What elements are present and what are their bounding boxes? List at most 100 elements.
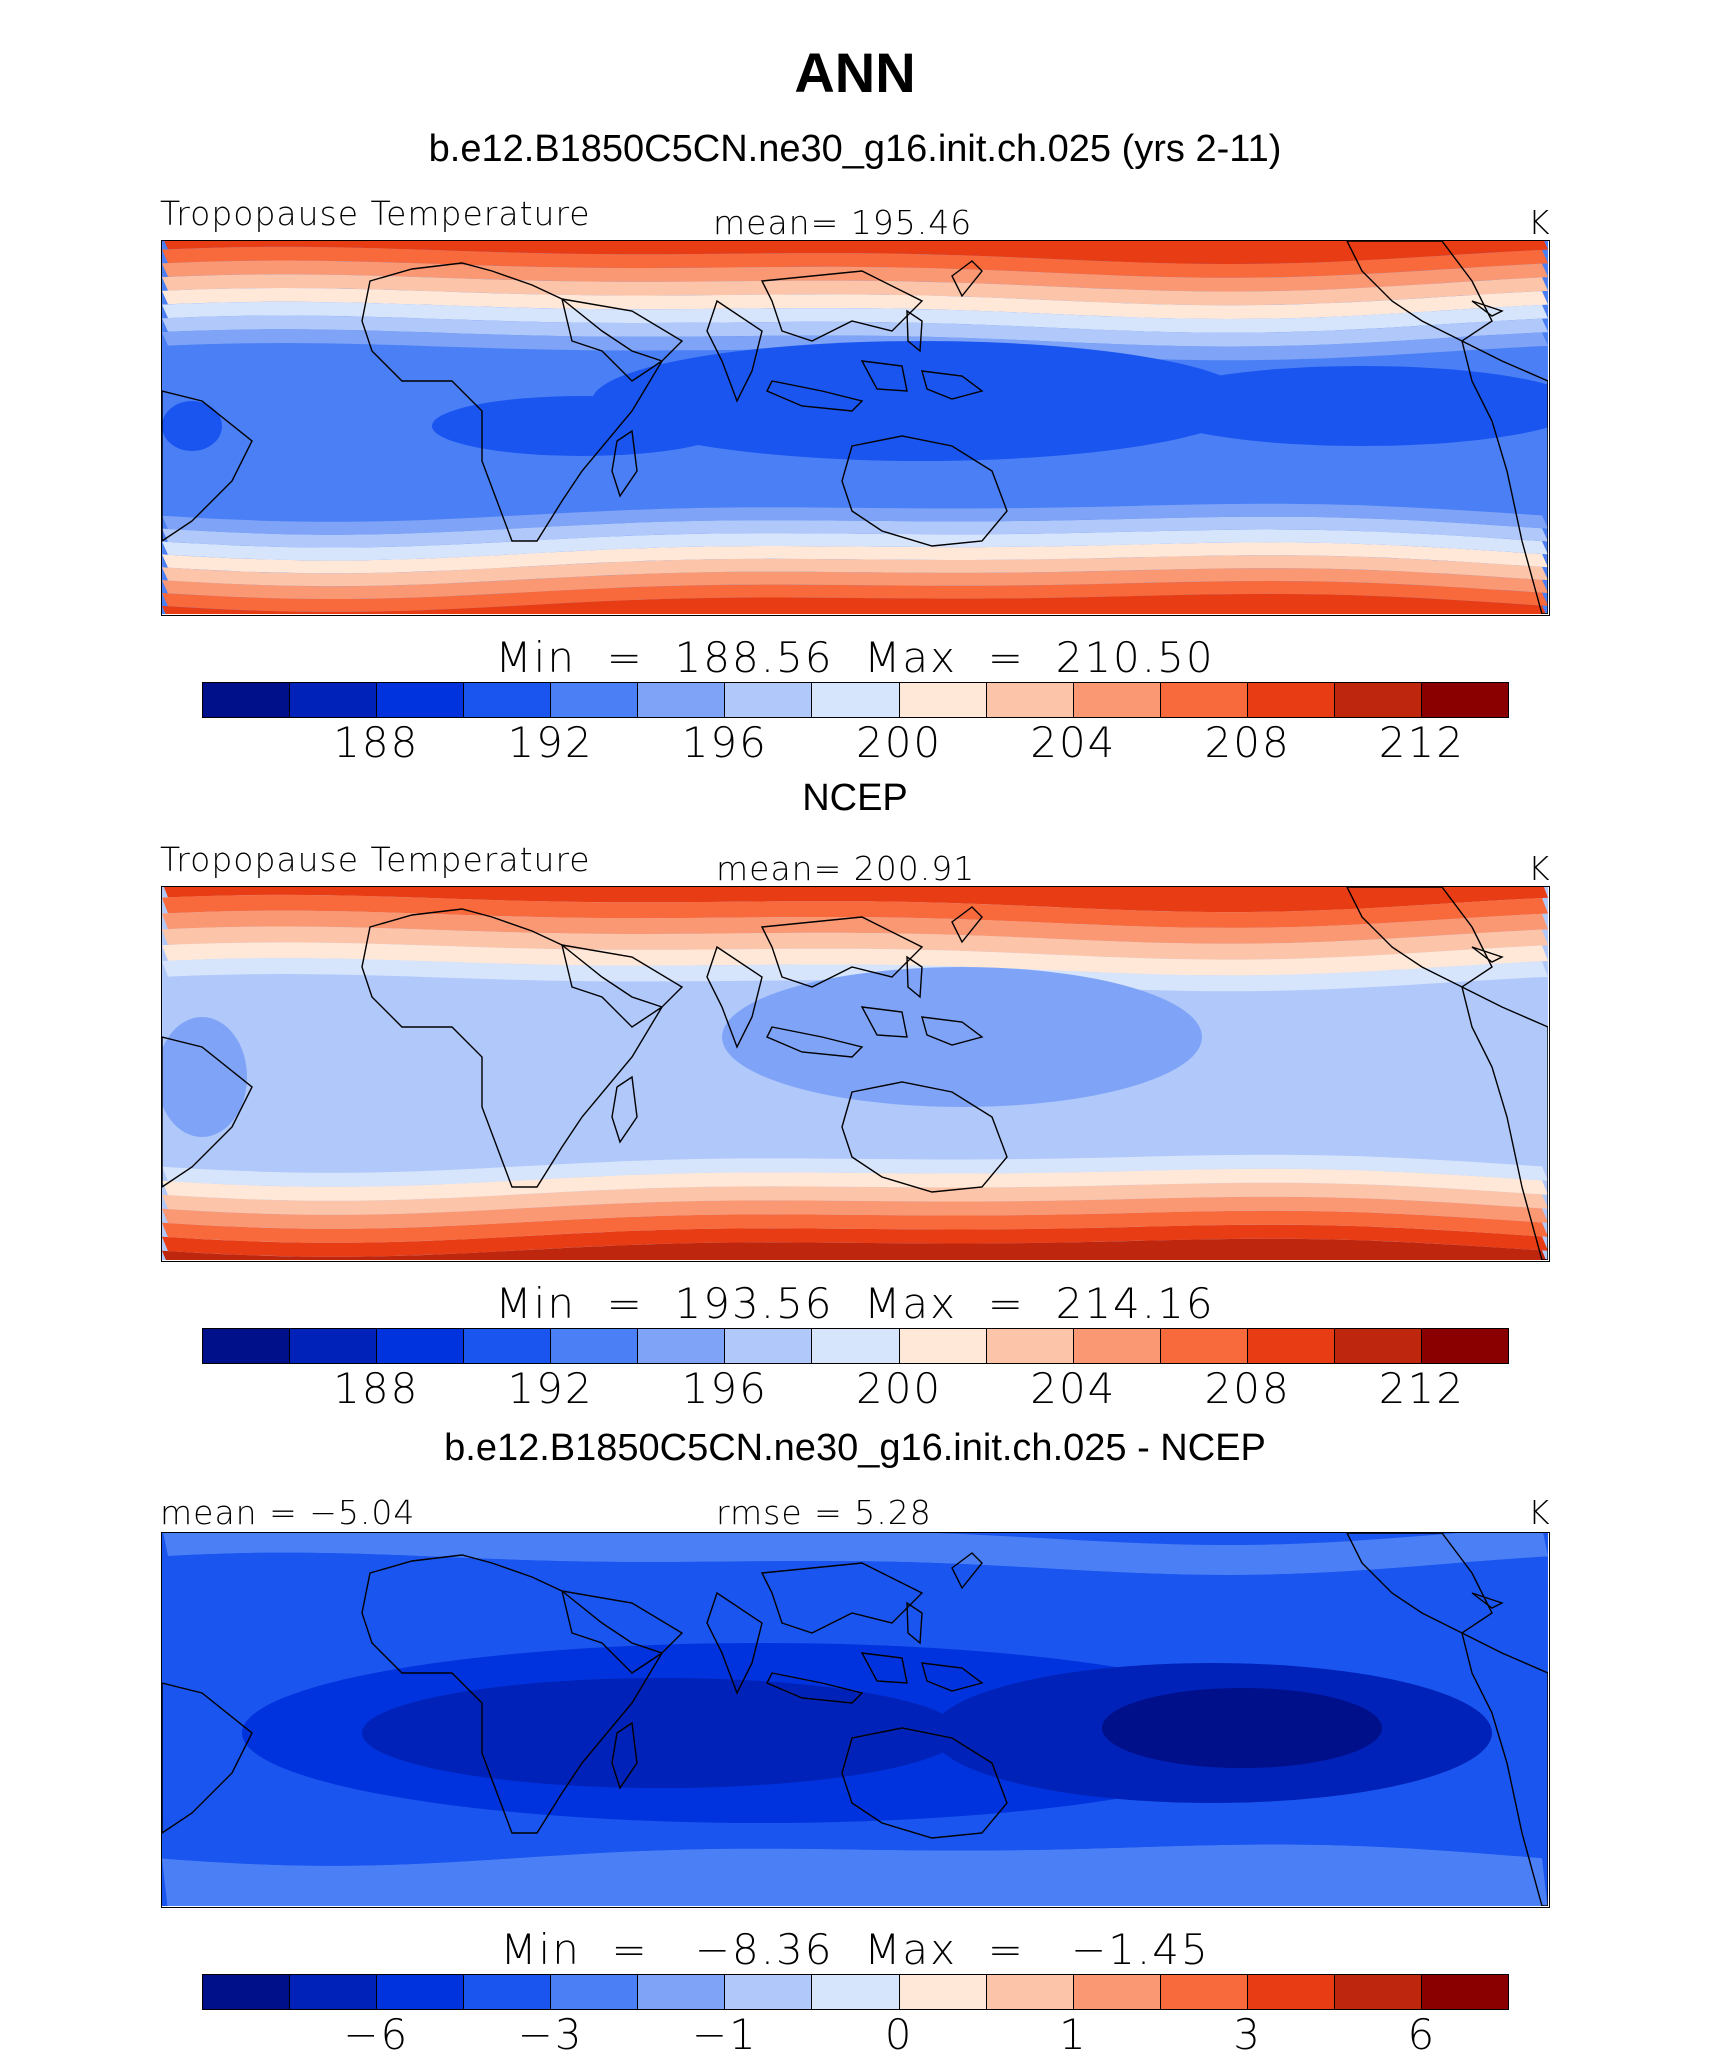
colorbar-swatch <box>725 1975 813 2009</box>
contour-band-north <box>162 246 1548 278</box>
colorbar-tick-label: 0 <box>884 2010 914 2059</box>
coastline <box>1460 985 1548 1260</box>
coastline <box>561 1590 684 1654</box>
coastline <box>561 298 684 362</box>
colorbar-swatch <box>1334 1975 1422 2009</box>
contour-band-north <box>163 1533 1548 1575</box>
contour-band-north <box>162 301 1548 333</box>
colorbar-swatch <box>464 1975 552 2009</box>
panel-2-variable-label: Tropopause Temperature <box>160 840 591 879</box>
colorbar-swatch <box>1421 683 1508 717</box>
colorbar-swatch <box>203 1329 291 1363</box>
coastline <box>361 908 663 1188</box>
colorbar-tick-label: 188 <box>333 1364 420 1413</box>
colorbar-swatch <box>812 1329 900 1363</box>
coastline <box>760 916 924 988</box>
contour-band-north <box>162 288 1548 319</box>
coastline <box>611 429 638 498</box>
colorbar-swatch <box>1247 1975 1335 2009</box>
colorbar-tick-label: 212 <box>1378 718 1465 767</box>
colorbar-swatch <box>1073 1329 1161 1363</box>
coastline <box>1471 1592 1504 1609</box>
colorbar-tick-label: 196 <box>681 1364 768 1413</box>
page-title: ANN <box>794 41 916 104</box>
colorbar-swatch <box>1334 1329 1422 1363</box>
panel-2-colorbar <box>202 1328 1509 1364</box>
coastline <box>760 1562 924 1634</box>
contour-blob <box>162 1017 247 1137</box>
panel-3-contour-plot <box>162 1533 1548 1906</box>
coastline <box>766 380 864 412</box>
contour-band-south <box>162 1804 1548 1866</box>
panel-1-units-label: K <box>1528 203 1551 242</box>
contour-blob <box>162 401 222 451</box>
colorbar-tick-label: 204 <box>1030 1364 1117 1413</box>
colorbar-swatch <box>986 683 1074 717</box>
contour-band-north <box>162 926 1548 960</box>
colorbar-swatch <box>725 1329 813 1363</box>
contour-band-south <box>162 581 1548 612</box>
coastline <box>766 1672 864 1704</box>
panel-2-units-label: K <box>1528 849 1551 888</box>
contour-band-north <box>162 894 1548 928</box>
colorbar-swatch <box>551 1975 639 2009</box>
colorbar-swatch <box>638 683 726 717</box>
coastline <box>162 1682 253 1834</box>
colorbar-swatch <box>725 683 813 717</box>
coastline <box>706 1591 763 1695</box>
coastline <box>561 944 684 1008</box>
colorbar-tick-label: 192 <box>507 1364 594 1413</box>
colorbar-swatch <box>1160 1329 1248 1363</box>
colorbar-swatch <box>899 1975 987 2009</box>
coastline <box>611 1075 638 1144</box>
panel-2-map <box>161 886 1550 1262</box>
colorbar-swatch <box>464 683 552 717</box>
colorbar-swatch <box>203 683 291 717</box>
contour-band-south <box>162 555 1548 587</box>
coastline <box>921 370 984 400</box>
contour-band-north <box>162 315 1548 347</box>
coastlines <box>162 1533 1548 1906</box>
coastline <box>860 360 908 392</box>
colorbar-swatch <box>899 1329 987 1363</box>
coastline <box>906 955 923 999</box>
contour-blob <box>592 341 1252 461</box>
colorbar-tick-label: 1 <box>1058 2010 1088 2059</box>
colorbar-swatch <box>1421 1975 1508 2009</box>
contour-band-south <box>162 1196 1548 1229</box>
panel-1-title: b.e12.B1850C5CN.ne30_g16.init.ch.025 (yr… <box>428 128 1282 170</box>
colorbar-swatch <box>290 1329 378 1363</box>
colorbar-swatch <box>986 1329 1074 1363</box>
panel-2-contour-plot <box>162 887 1548 1260</box>
colorbar-swatch <box>551 683 639 717</box>
colorbar-swatch <box>1073 1975 1161 2009</box>
colorbar-tick-label: 188 <box>333 718 420 767</box>
contour-band-north <box>163 887 1548 913</box>
colorbar-swatch <box>464 1329 552 1363</box>
contour-blob <box>1102 1688 1382 1768</box>
contour-band-north <box>162 274 1548 306</box>
panel-3-min-max: Min = −8.36 Max = −1.45 <box>500 1925 1210 1974</box>
colorbar-tick-label: 212 <box>1378 1364 1465 1413</box>
contour-band-south <box>162 568 1548 599</box>
coastline <box>951 260 983 298</box>
colorbar-swatch <box>638 1975 726 2009</box>
panel-1-colorbar-ticks: 188 192 196 200 204 208 212 <box>202 718 1509 768</box>
coastline <box>361 262 663 542</box>
colorbar-swatch <box>377 1329 465 1363</box>
colorbar-swatch <box>986 1975 1074 2009</box>
coastline <box>860 1652 908 1684</box>
coastline <box>841 1081 1008 1193</box>
coastline <box>906 309 923 353</box>
coastline <box>1460 339 1548 614</box>
colorbar-swatch <box>1334 683 1422 717</box>
coastline <box>951 1552 983 1590</box>
colorbar-tick-label: 208 <box>1204 1364 1291 1413</box>
coastline <box>1460 1631 1548 1906</box>
contour-band-south <box>162 1168 1548 1201</box>
panel-1-colorbar <box>202 682 1509 718</box>
contour-band-south <box>162 1238 1546 1260</box>
coastlines <box>162 241 1548 614</box>
coastline <box>860 1006 908 1038</box>
panel-3-units-label: K <box>1528 1493 1551 1532</box>
